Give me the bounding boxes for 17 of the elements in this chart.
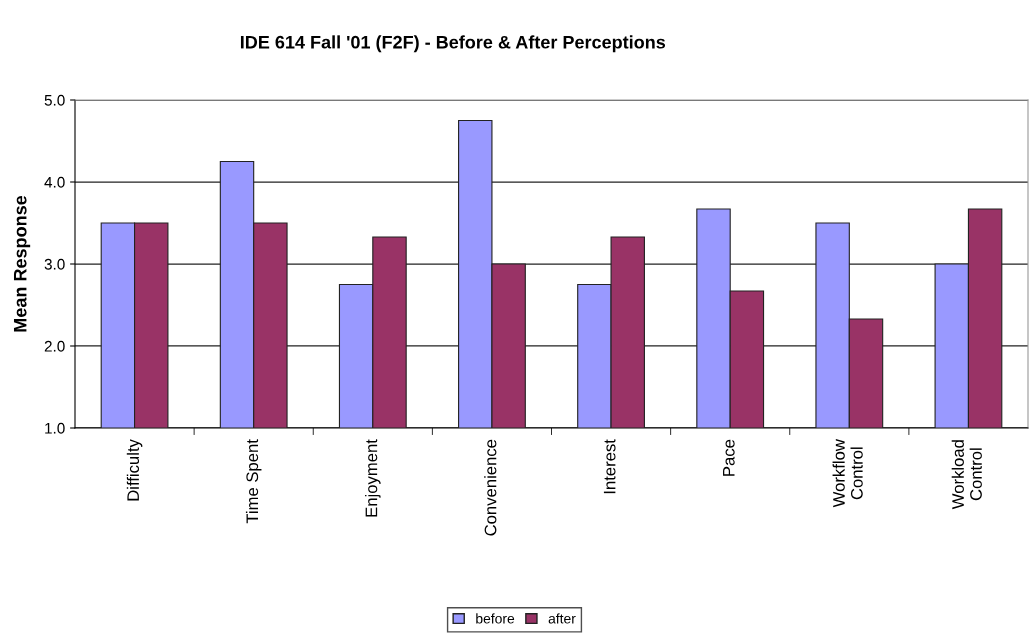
x-tick-label: Workflow Control [832, 439, 863, 508]
x-tick-label: Enjoyment [365, 439, 381, 517]
x-tick-label: Interest [603, 439, 616, 494]
x-tick-label: Convenience [484, 439, 497, 536]
x-tick-label: Difficulty [126, 439, 143, 501]
legend-label: before [476, 613, 515, 624]
chart-title: IDE 614 Fall '01 (F2F) - Before & After Perceptions [240, 35, 666, 53]
legend-label: after [548, 613, 576, 624]
x-tick-label: Pace [723, 439, 735, 476]
x-tick-label: Workload Control [951, 440, 982, 510]
y-tick-label: 2.0 [44, 340, 65, 352]
y-tick-label: 1.0 [45, 422, 65, 434]
y-tick-label: 5.0 [44, 94, 65, 106]
x-tick-label: Time Spent [245, 439, 262, 524]
y-axis-title: Mean Response [13, 195, 31, 332]
y-tick-label: 4.0 [44, 176, 65, 188]
y-tick-label: 3.0 [44, 258, 65, 270]
